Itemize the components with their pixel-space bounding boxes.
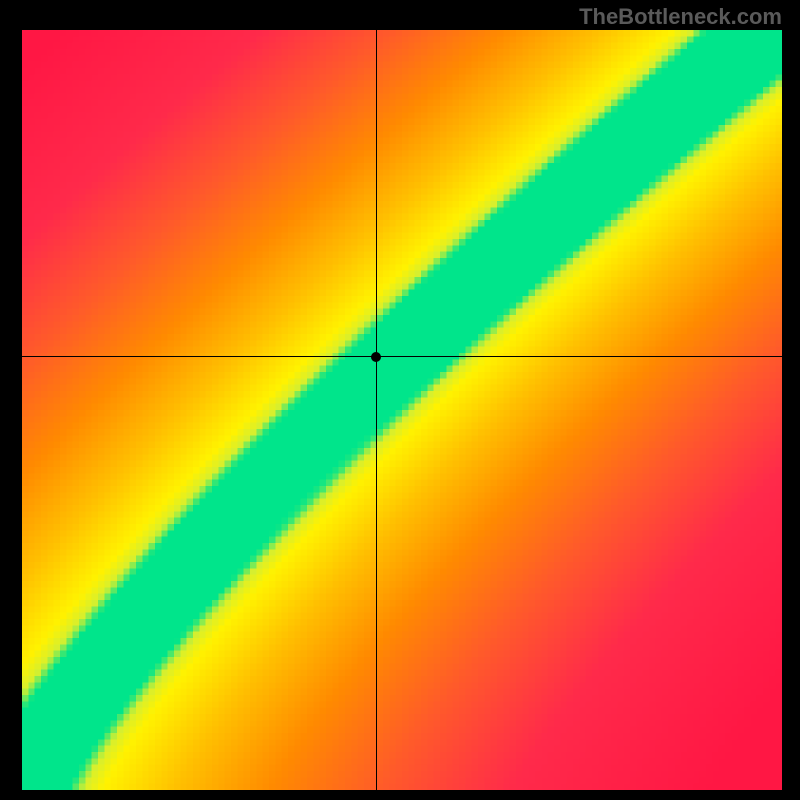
plot-area — [22, 30, 782, 790]
chart-container: TheBottleneck.com — [0, 0, 800, 800]
watermark-text: TheBottleneck.com — [579, 4, 782, 30]
heatmap-canvas — [22, 30, 782, 790]
crosshair-vertical — [376, 30, 377, 790]
crosshair-point — [371, 352, 381, 362]
crosshair-horizontal — [22, 356, 782, 357]
